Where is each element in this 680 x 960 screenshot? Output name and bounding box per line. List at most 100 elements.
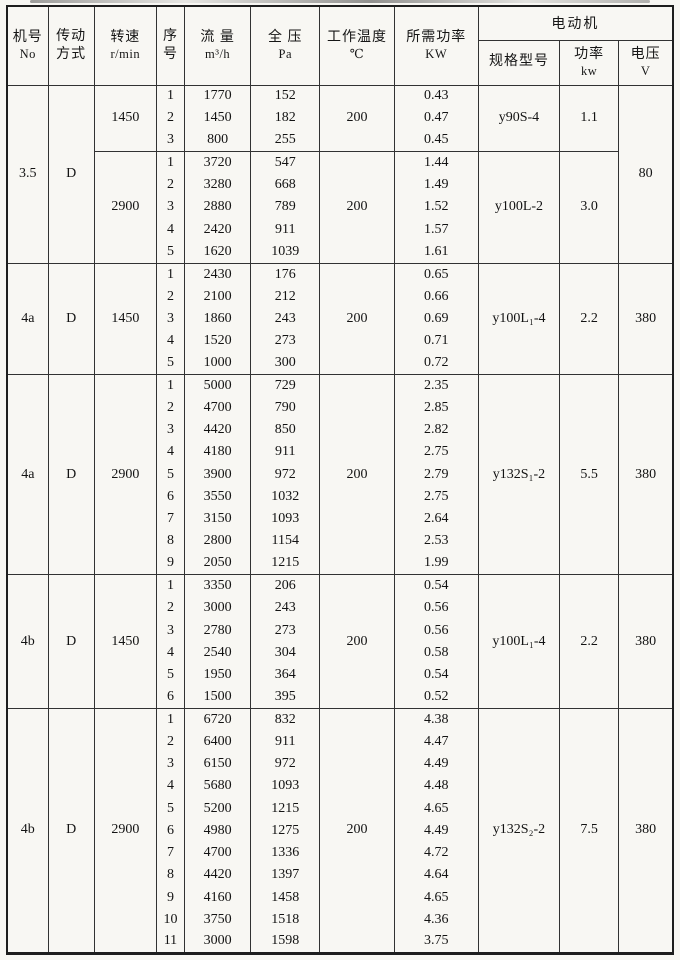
flow-cell: 1770	[183, 85, 252, 108]
pressure-cell: 1275	[250, 819, 321, 843]
flow-cell: 3150	[183, 508, 252, 531]
motor-power-cell: 1.1	[559, 85, 620, 152]
col-header-model-label: 规格型号	[488, 54, 549, 70]
seq-cell: 2	[155, 285, 185, 308]
motor-power-cell: 2.2	[559, 574, 620, 709]
flow-cell: 3900	[183, 463, 252, 486]
col-header-temp: 工作温度 ℃	[319, 6, 395, 86]
seq-cell: 3	[155, 418, 185, 442]
req-power-cell: 0.54	[393, 663, 479, 687]
table-row: 4 2540 304 0.58	[7, 641, 673, 664]
table-row: 3 2880 789 1.52	[7, 196, 673, 219]
seq-cell: 1	[155, 262, 185, 286]
pressure-cell: 1518	[250, 908, 321, 932]
table-row: 3.5 D 1450 1 1770 152 200 0.43 y90S-4 1.1 80	[6, 85, 674, 264]
col-header-voltage: 电压 V	[618, 40, 674, 86]
req-power-cell: 4.49	[393, 819, 479, 843]
pressure-cell: 1032	[250, 485, 321, 509]
seq-cell: 5	[155, 463, 185, 486]
flow-cell: 2800	[183, 530, 252, 553]
seq-cell: 2	[155, 174, 185, 197]
speed-cell: 1450	[93, 262, 157, 375]
voltage-cell: 80	[618, 85, 674, 264]
req-power-cell: 0.65	[393, 262, 479, 286]
seq-cell: 5	[155, 663, 185, 687]
flow-cell: 3750	[183, 908, 252, 932]
req-power-cell: 4.48	[393, 775, 479, 798]
flow-cell: 4700	[183, 842, 252, 865]
table-row: 4 4180 911 2.75	[7, 441, 673, 464]
flow-cell: 1000	[183, 352, 252, 375]
seq-cell: 6	[155, 686, 185, 709]
flow-cell: 2430	[183, 262, 252, 286]
seq-cell: 3	[155, 619, 185, 642]
temp-cell: 200	[319, 151, 395, 264]
seq-cell: 4	[155, 775, 185, 798]
table-row: 4 1520 273 0.71	[7, 329, 673, 353]
machine-no-cell: 4a	[6, 373, 49, 575]
temp-cell: 200	[319, 574, 395, 709]
table-body: 3.5 D 1450 1 1770 152 200 0.43 y90S-4 1.1 80 2 1450 1…	[6, 85, 674, 954]
table-row: 6 4980 1275 4.49	[7, 819, 673, 843]
req-power-cell: 4.36	[393, 908, 479, 932]
col-header-speed: 转速 r/min	[93, 6, 157, 86]
pressure-cell: 255	[250, 129, 321, 152]
req-power-cell: 4.65	[393, 886, 479, 909]
req-power-cell: 0.56	[393, 619, 479, 642]
seq-cell: 7	[155, 842, 185, 865]
speed-cell: 1450	[93, 574, 157, 709]
pressure-cell: 1215	[250, 797, 321, 820]
motor-model-cell: y100L-2	[477, 151, 561, 264]
req-power-cell: 2.64	[393, 508, 479, 531]
req-power-cell: 0.54	[393, 574, 479, 598]
seq-cell: 1	[155, 151, 185, 175]
flow-cell: 6400	[183, 730, 252, 753]
motor-model-cell: y100L₁-4	[477, 574, 561, 709]
motor-power-cell: 3.0	[559, 151, 620, 264]
temp-cell: 200	[319, 707, 395, 954]
pressure-cell: 1215	[250, 552, 321, 575]
table-row: 3 2780 273 0.56	[7, 619, 673, 642]
req-power-cell: 1.57	[393, 218, 479, 241]
col-header-machine-no-line1: 机号	[12, 29, 43, 45]
flow-cell: 1950	[183, 663, 252, 687]
seq-cell: 2	[155, 730, 185, 753]
col-header-flow-line2: m³/h	[204, 47, 231, 62]
flow-cell: 4160	[183, 886, 252, 909]
flow-cell: 5680	[183, 775, 252, 798]
pressure-cell: 176	[250, 262, 321, 286]
flow-cell: 2420	[183, 218, 252, 241]
col-header-req-power-line2: KW	[425, 47, 448, 62]
table-row: 3 4420 850 2.82	[7, 418, 673, 442]
table-row: 2 2100 212 0.66	[7, 285, 673, 308]
pressure-cell: 790	[250, 396, 321, 419]
pressure-cell: 1093	[250, 775, 321, 798]
pressure-cell: 304	[250, 641, 321, 664]
req-power-cell: 0.72	[393, 352, 479, 375]
table-row: 4a D 2900 1 5000 729 200 2.35 y132S₁-2 5.5 380	[6, 373, 674, 575]
drive-cell: D	[47, 85, 95, 264]
pressure-cell: 729	[250, 373, 321, 397]
col-header-motor-power-line1: 功率	[574, 46, 605, 62]
req-power-cell: 2.53	[393, 530, 479, 553]
table-row: 3 1860 243 0.69	[7, 307, 673, 330]
machine-no-cell: 4b	[6, 707, 49, 954]
req-power-cell: 0.45	[393, 129, 479, 152]
speed-cell: 2900	[93, 707, 157, 954]
motor-power-cell: 7.5	[559, 707, 620, 954]
col-header-pressure-line1: 全 压	[268, 29, 303, 45]
seq-cell: 4	[155, 329, 185, 353]
motor-power-cell: 2.2	[559, 262, 620, 375]
flow-cell: 2540	[183, 641, 252, 664]
fan-spec-table: 机号 No 传动 方式 转速 r/min 序 号 流 量 m³/h 全 压 Pa	[6, 5, 674, 955]
flow-cell: 3550	[183, 485, 252, 509]
pressure-cell: 832	[250, 707, 321, 731]
flow-cell: 6720	[183, 707, 252, 731]
flow-cell: 3000	[183, 931, 252, 954]
table-row: 5 3900 972 2.79	[7, 463, 673, 486]
header-row-1: 机号 No 传动 方式 转速 r/min 序 号 流 量 m³/h 全 压 Pa	[6, 6, 674, 86]
pressure-cell: 182	[250, 107, 321, 130]
drive-cell: D	[47, 574, 95, 709]
table-row: 11 3000 1598 3.75	[7, 931, 673, 954]
table-row: 4b D 1450 1 3350 206 200 0.54 y100L₁-4 2.2 380	[6, 574, 674, 709]
